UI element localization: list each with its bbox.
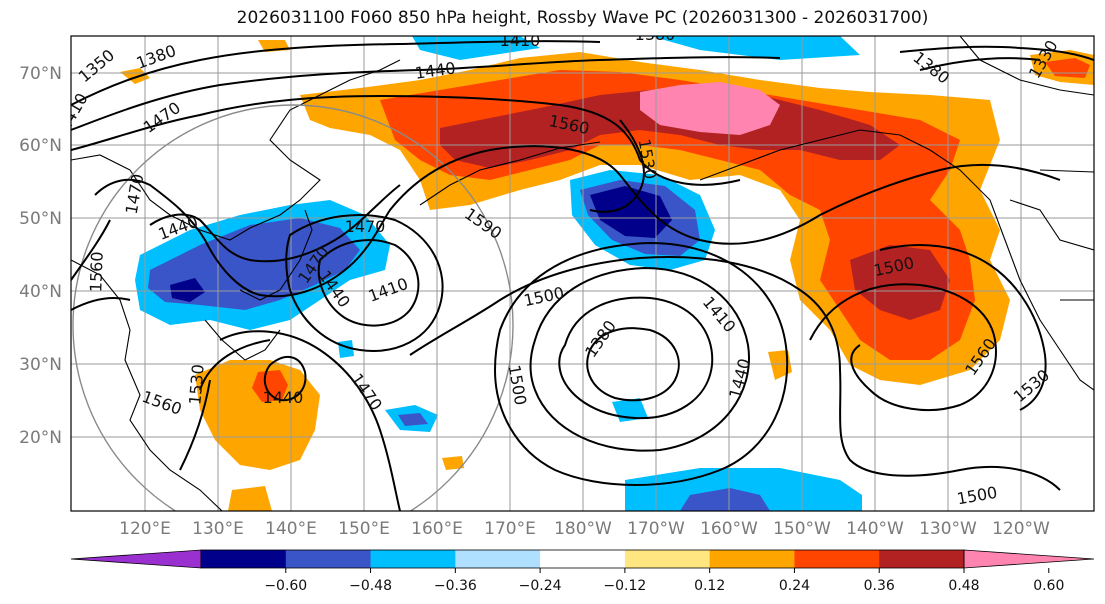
lat-label: 50°N	[19, 209, 62, 229]
lon-label: 180°W	[554, 519, 612, 539]
negative-anomaly-south	[625, 468, 862, 511]
contour-label: 1410	[500, 31, 541, 50]
lat-label: 70°N	[19, 64, 62, 84]
negative-anomaly-small-2	[398, 413, 428, 426]
contour-label: 1440	[263, 388, 304, 407]
colorbar-bin	[540, 550, 626, 568]
contour-label: 1470	[345, 217, 386, 236]
positive-anomaly-small-1	[120, 68, 150, 84]
colorbar-swatches	[70, 549, 1095, 569]
lon-label: 130°E	[192, 519, 244, 539]
lon-label: 160°E	[411, 519, 463, 539]
latitude-labels: 70°N 60°N 50°N 40°N 30°N 20°N	[19, 64, 62, 448]
positive-anomaly-west-core	[252, 370, 288, 402]
positive-anomaly-small-4	[442, 456, 464, 470]
map-title: 2026031100 F060 850 hPa height, Rossby W…	[236, 8, 929, 28]
negative-anomaly-center-core	[590, 186, 672, 238]
colorbar-bin	[285, 550, 372, 568]
contour-label: 1560	[86, 251, 106, 292]
lat-label: 20°N	[19, 428, 62, 448]
colorbar-tick-label: 0.12	[694, 578, 725, 594]
height-contours	[71, 40, 1094, 511]
colorbar-extend-low	[70, 549, 202, 569]
colorbar-bin	[201, 550, 287, 568]
colorbar-border	[200, 549, 965, 569]
contour-label: 1530	[185, 363, 207, 405]
positive-anomaly-west	[195, 360, 320, 470]
positive-anomaly-small-5	[228, 486, 272, 511]
lon-label: 170°E	[484, 519, 536, 539]
colorbar-bin	[370, 550, 456, 568]
lon-label: 120°W	[992, 519, 1050, 539]
lon-label: 130°W	[919, 519, 977, 539]
lon-label: 140°E	[265, 519, 317, 539]
lat-label: 40°N	[19, 282, 62, 302]
positive-anomaly-north-peak	[640, 82, 780, 135]
colorbar-bin	[624, 550, 711, 568]
colorbar-extend-high	[963, 549, 1095, 569]
colorbar-tick-label: −0.36	[434, 578, 477, 594]
colorbar-ticks: −0.60 −0.48 −0.36 −0.24 −0.12 0.12 0.24 0.36 0.4…	[264, 568, 1064, 594]
contour-label: 1380	[635, 25, 676, 44]
positive-anomaly-small-3	[768, 350, 792, 380]
negative-anomaly-asia-core	[170, 278, 205, 302]
map-border	[70, 35, 1095, 512]
colorbar-tick-label: −0.48	[349, 578, 392, 594]
lon-label: 170°W	[627, 519, 685, 539]
colorbar-bin	[455, 550, 541, 568]
colorbar-tick-label: 0.24	[779, 578, 810, 594]
negative-anomaly-small-5	[650, 36, 860, 60]
lat-label: 30°N	[19, 355, 62, 375]
colorbar-tick-label: 0.60	[1033, 578, 1064, 594]
colorbar-tick-label: 0.36	[864, 578, 895, 594]
lat-label: 60°N	[19, 136, 62, 156]
coastlines	[71, 36, 1094, 511]
colorbar-bin	[879, 550, 965, 568]
lon-label: 160°W	[700, 519, 758, 539]
longitude-labels: 120°E 130°E 140°E 150°E 160°E 170°E 180°…	[119, 519, 1050, 539]
colorbar: −0.60 −0.48 −0.36 −0.24 −0.12 0.12 0.24 0.36 0.4…	[70, 549, 1095, 594]
colorbar-tick-label: −0.60	[264, 578, 307, 594]
lon-label: 120°E	[119, 519, 171, 539]
colorbar-tick-label: −0.12	[603, 578, 646, 594]
colorbar-tick-label: −0.24	[519, 578, 562, 594]
negative-anomaly-south-strong	[680, 488, 770, 511]
lon-label: 140°W	[846, 519, 904, 539]
influence-circle	[72, 104, 514, 511]
lon-label: 150°E	[338, 519, 390, 539]
lon-label: 150°W	[773, 519, 831, 539]
colorbar-tick-label: 0.48	[948, 578, 979, 594]
colorbar-bin	[709, 550, 795, 568]
colorbar-bin	[794, 550, 880, 568]
